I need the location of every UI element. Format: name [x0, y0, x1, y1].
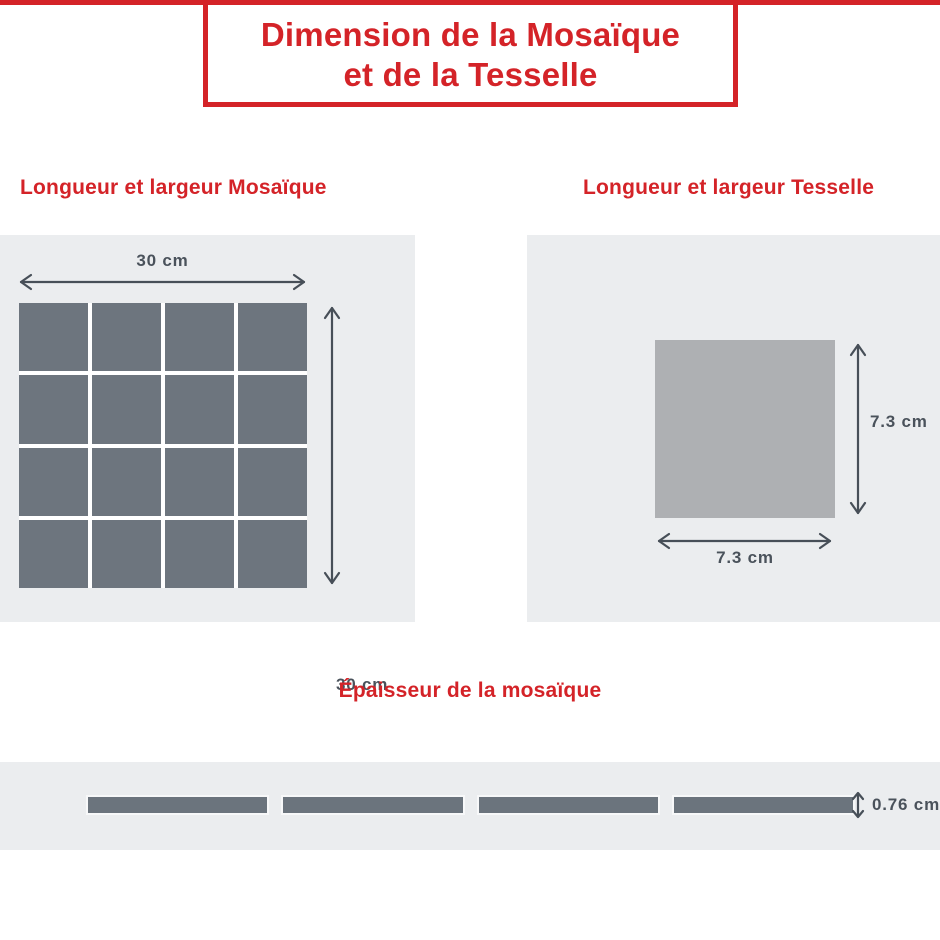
mosaic-tile [92, 303, 161, 372]
mosaic-tile [165, 447, 234, 516]
mosaic-section-heading: Longueur et largeur Mosaïque [20, 176, 327, 199]
mosaic-tile [238, 375, 307, 444]
mosaic-tile-grid [19, 303, 307, 588]
thickness-section-heading: Épaisseur de la mosaïque [338, 679, 602, 702]
mosaic-tile [238, 303, 307, 372]
mosaic-tile [165, 519, 234, 588]
mosaic-tile [165, 303, 234, 372]
mosaic-tile [19, 519, 88, 588]
mosaic-tile [238, 447, 307, 516]
tessera-section-heading: Longueur et largeur Tesselle [583, 176, 875, 199]
mosaic-height-arrow-icon [323, 306, 341, 585]
tessera-height-label: 7.3 cm [870, 412, 928, 431]
tessera-square [655, 340, 835, 518]
tessera-height-arrow-icon [849, 343, 867, 515]
mosaic-tile [19, 447, 88, 516]
mosaic-tile [92, 519, 161, 588]
mosaic-tile [92, 375, 161, 444]
tessera-panel: 7.3 cm 7.3 cm [527, 235, 940, 622]
mosaic-tile [19, 375, 88, 444]
mosaic-panel: 30 cm 30 cm [0, 235, 415, 694]
thickness-updown-arrow-icon [851, 791, 865, 819]
thickness-strip [478, 797, 658, 813]
mosaic-width-arrow-icon [19, 273, 306, 291]
title-line-2: et de la Tesselle [343, 55, 598, 93]
mosaic-tile [92, 447, 161, 516]
mosaic-width-label: 30 cm [136, 251, 189, 270]
tessera-width-label: 7.3 cm [716, 548, 774, 567]
thickness-strip [283, 797, 463, 813]
mosaic-tile [19, 303, 88, 372]
thickness-strip-row [88, 797, 853, 813]
title-line-1: Dimension de la Mosaïque [260, 15, 681, 53]
mosaic-tile [165, 375, 234, 444]
thickness-band: 0.76 cm [0, 762, 940, 850]
mosaic-tile [238, 519, 307, 588]
thickness-strip [673, 797, 853, 813]
thickness-strip [88, 797, 268, 813]
title-box: Dimension de la Mosaïque et de la Tessel… [203, 0, 738, 107]
mosaic-height-label: 30 cm [336, 675, 389, 694]
thickness-value-label: 0.76 cm [872, 795, 940, 814]
tessera-width-arrow-icon [657, 532, 832, 550]
